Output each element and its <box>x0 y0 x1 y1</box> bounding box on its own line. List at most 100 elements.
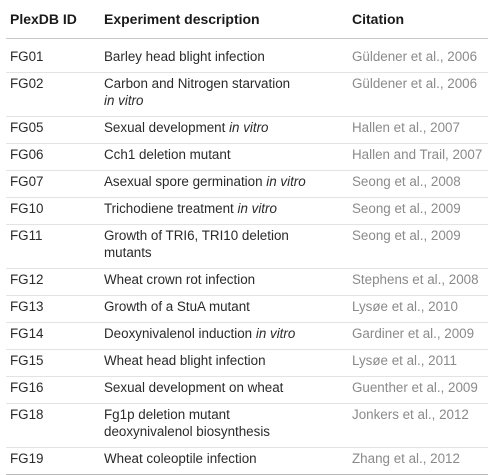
cell-citation: Guenther et al., 2009 <box>352 380 478 395</box>
cell-citation: Lysøe et al., 2011 <box>352 353 457 368</box>
description-line: Cch1 deletion mutant <box>104 146 352 163</box>
description-text: Deoxynivalenol induction <box>104 326 256 341</box>
cell-experiment-description: Asexual spore germination in vitro <box>104 173 352 190</box>
description-line: deoxynivalenol biosynthesis <box>104 423 352 440</box>
description-line: Sexual development on wheat <box>104 379 352 396</box>
table-row: FG13 Growth of a StuA mutant Lysøe et al.,… <box>6 296 488 323</box>
table-row: FG02 Carbon and Nitrogen starvation in vit… <box>6 73 488 117</box>
cell-citation: Güldener et al., 2006 <box>352 76 478 91</box>
description-line: mutants <box>104 244 352 261</box>
cell-plexdb-id: FG16 <box>10 380 44 395</box>
cell-citation: Zhang et al., 2012 <box>352 451 460 466</box>
cell-plexdb-id: FG12 <box>10 272 44 287</box>
cell-citation: Jonkers et al., 2012 <box>352 407 469 422</box>
description-italic-text: in vitro <box>255 326 296 341</box>
plexdb-table: PlexDB ID Experiment description Citatio… <box>6 0 488 475</box>
description-text: Carbon and Nitrogen starvation <box>104 76 291 91</box>
cell-experiment-description: Cch1 deletion mutant <box>104 146 352 163</box>
cell-experiment-description: Fg1p deletion mutant deoxynivalenol biosy… <box>104 406 352 440</box>
description-text: mutants <box>104 245 152 260</box>
cell-citation: Stephens et al., 2008 <box>352 272 479 287</box>
header-citation: Citation <box>352 11 405 27</box>
description-text: Growth of a StuA mutant <box>104 299 250 314</box>
description-text: Barley head blight infection <box>104 49 265 64</box>
cell-citation: Hallen et al., 2007 <box>352 120 460 135</box>
cell-plexdb-id: FG18 <box>10 407 44 422</box>
table-row: FG19 Wheat coleoptile infection Zhang et a… <box>6 448 488 475</box>
description-text: Wheat coleoptile infection <box>104 451 257 466</box>
table-body: FG01 Barley head blight infection Güldener… <box>6 39 488 475</box>
cell-experiment-description: Growth of TRI6, TRI10 deletion mutants <box>104 227 352 261</box>
cell-plexdb-id: FG19 <box>10 451 44 466</box>
description-text: Trichodiene treatment <box>104 201 238 216</box>
cell-plexdb-id: FG07 <box>10 174 44 189</box>
cell-experiment-description: Sexual development in vitro <box>104 119 352 136</box>
description-line: Carbon and Nitrogen starvation <box>104 75 352 92</box>
cell-experiment-description: Trichodiene treatment in vitro <box>104 200 352 217</box>
cell-experiment-description: Wheat head blight infection <box>104 352 352 369</box>
cell-plexdb-id: FG06 <box>10 147 44 162</box>
cell-citation: Lysøe et al., 2010 <box>352 299 458 314</box>
table-row: FG15 Wheat head blight infection Lysøe et … <box>6 350 488 377</box>
table-row: FG06 Cch1 deletion mutant Hallen and Trail… <box>6 144 488 171</box>
description-text: Cch1 deletion mutant <box>104 147 231 162</box>
cell-citation: Seong et al., 2008 <box>352 174 461 189</box>
table-row: FG01 Barley head blight infection Güldener… <box>6 46 488 73</box>
cell-plexdb-id: FG01 <box>10 49 44 64</box>
description-line: Wheat crown rot infection <box>104 271 352 288</box>
description-line: Deoxynivalenol induction in vitro <box>104 325 352 342</box>
description-text: Fg1p deletion mutant <box>104 407 230 422</box>
description-text: Sexual development <box>104 120 230 135</box>
table-row: FG14 Deoxynivalenol induction in vitro Gar… <box>6 323 488 350</box>
cell-citation: Seong et al., 2009 <box>352 201 461 216</box>
cell-plexdb-id: FG14 <box>10 326 44 341</box>
description-text: Wheat crown rot infection <box>104 272 256 287</box>
description-line: Growth of a StuA mutant <box>104 298 352 315</box>
cell-citation: Hallen and Trail, 2007 <box>352 147 483 162</box>
description-text: Growth of TRI6, TRI10 deletion <box>104 228 289 243</box>
description-line: Fg1p deletion mutant <box>104 406 352 423</box>
header-plexdb-id: PlexDB ID <box>10 11 77 27</box>
description-text: Wheat head blight infection <box>104 353 266 368</box>
table-row: FG18 Fg1p deletion mutant deoxynivalenol b… <box>6 404 488 448</box>
description-italic-text: in vitro <box>104 93 144 108</box>
cell-plexdb-id: FG02 <box>10 76 44 91</box>
description-line: in vitro <box>104 92 352 109</box>
cell-experiment-description: Deoxynivalenol induction in vitro <box>104 325 352 342</box>
description-line: Growth of TRI6, TRI10 deletion <box>104 227 352 244</box>
cell-citation: Seong et al., 2009 <box>352 228 461 243</box>
cell-citation: Gardiner et al., 2009 <box>352 326 475 341</box>
description-text: Asexual spore germination <box>104 174 267 189</box>
cell-experiment-description: Barley head blight infection <box>104 48 352 65</box>
description-italic-text: in vitro <box>229 120 269 135</box>
cell-experiment-description: Carbon and Nitrogen starvation in vitro <box>104 75 352 109</box>
cell-plexdb-id: FG11 <box>10 228 43 243</box>
cell-experiment-description: Wheat coleoptile infection <box>104 450 352 467</box>
cell-plexdb-id: FG05 <box>10 120 44 135</box>
cell-experiment-description: Wheat crown rot infection <box>104 271 352 288</box>
description-line: Asexual spore germination in vitro <box>104 173 352 190</box>
description-line: Sexual development in vitro <box>104 119 352 136</box>
description-line: Trichodiene treatment in vitro <box>104 200 352 217</box>
cell-citation: Güldener et al., 2006 <box>352 49 478 64</box>
table-header: PlexDB ID Experiment description Citatio… <box>6 0 488 39</box>
cell-experiment-description: Growth of a StuA mutant <box>104 298 352 315</box>
description-italic-text: in vitro <box>237 201 277 216</box>
description-text: Sexual development on wheat <box>104 380 284 395</box>
table-row: FG05 Sexual development in vitro Hallen et… <box>6 117 488 144</box>
table-row: FG11 Growth of TRI6, TRI10 deletion mutant… <box>6 225 488 269</box>
description-line: Barley head blight infection <box>104 48 352 65</box>
table-row: FG12 Wheat crown rot infection Stephens et… <box>6 269 488 296</box>
cell-plexdb-id: FG10 <box>10 201 44 216</box>
description-line: Wheat coleoptile infection <box>104 450 352 467</box>
description-line: Wheat head blight infection <box>104 352 352 369</box>
description-italic-text: in vitro <box>266 174 306 189</box>
cell-plexdb-id: FG15 <box>10 353 44 368</box>
table-row: FG16 Sexual development on wheat Guenther … <box>6 377 488 404</box>
table-row: FG07 Asexual spore germination in vitro Se… <box>6 171 488 198</box>
description-text: deoxynivalenol biosynthesis <box>104 424 270 439</box>
header-experiment-description: Experiment description <box>104 11 260 27</box>
cell-plexdb-id: FG13 <box>10 299 44 314</box>
table-row: FG10 Trichodiene treatment in vitro Seong … <box>6 198 488 225</box>
cell-experiment-description: Sexual development on wheat <box>104 379 352 396</box>
